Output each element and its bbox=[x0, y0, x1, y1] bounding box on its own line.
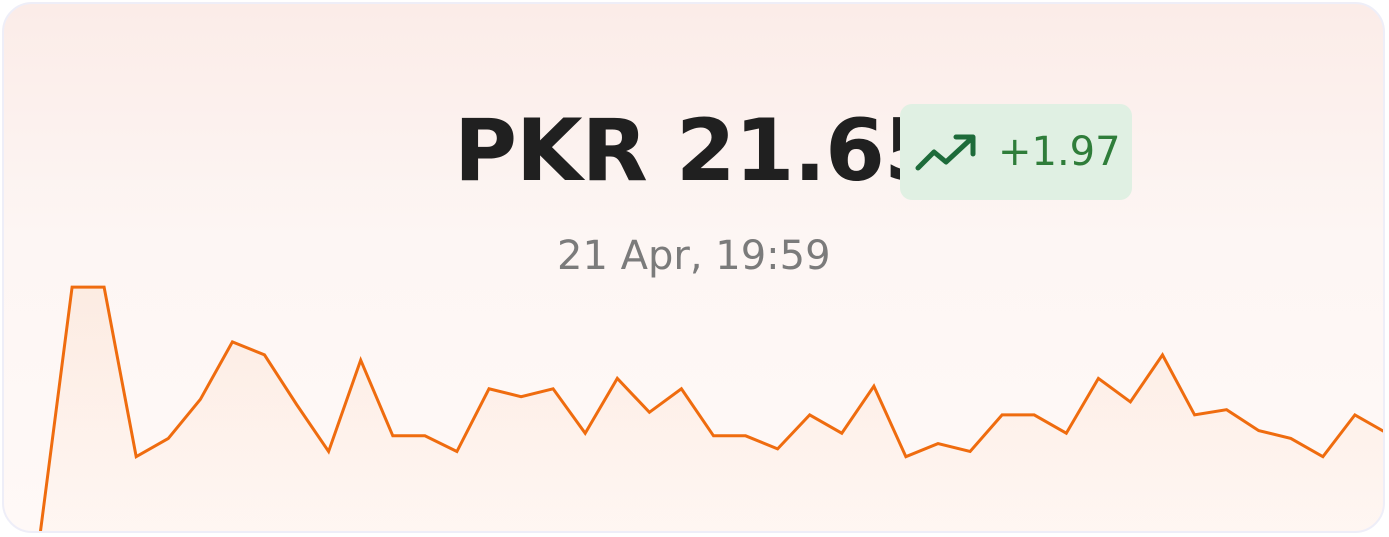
trending-up-icon bbox=[915, 134, 976, 171]
price-value: PKR 21.65 bbox=[454, 101, 944, 201]
timestamp: 21 Apr, 19:59 bbox=[557, 233, 831, 279]
change-badge: +1.97 bbox=[900, 104, 1132, 200]
price-chart bbox=[39, 285, 1383, 531]
change-value: +1.97 bbox=[998, 129, 1121, 175]
price-area bbox=[40, 287, 1383, 531]
price-line bbox=[39, 285, 1383, 531]
